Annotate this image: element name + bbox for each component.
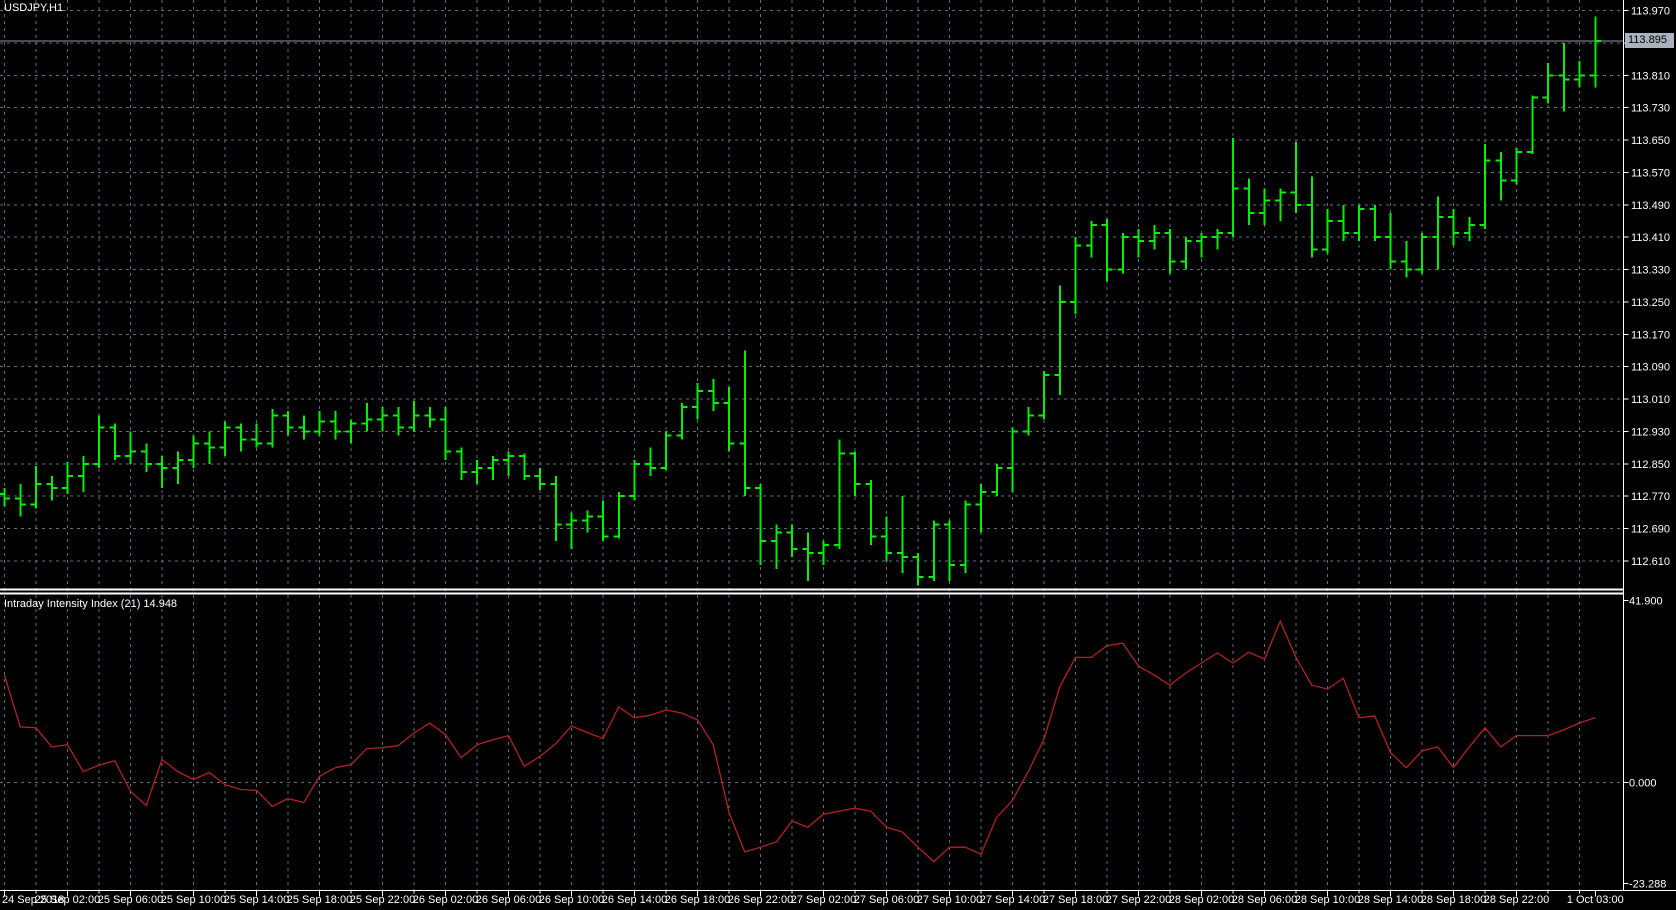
time-axis-label: 25 Sep 10:00 [161,894,226,906]
time-axis-label: 27 Sep 14:00 [980,894,1045,906]
time-axis-label: 27 Sep 02:00 [791,894,856,906]
time-axis-label: 26 Sep 06:00 [476,894,541,906]
time-axis-label: 27 Sep 18:00 [1043,894,1108,906]
time-axis-label: 26 Sep 18:00 [665,894,730,906]
time-axis-label: 26 Sep 10:00 [539,894,604,906]
indicator-axis-label: 41.900 [1629,595,1663,607]
time-axis-label: 28 Sep 02:00 [1169,894,1234,906]
time-axis-label: 24 Sep 2018 [2,894,64,906]
price-axis-label: 113.330 [1631,265,1670,277]
grid [0,0,1624,891]
time-axis-label: 28 Sep 10:00 [1295,894,1360,906]
price-axis-label: 113.970 [1631,6,1670,18]
time-axis-label: 27 Sep 22:00 [1106,894,1171,906]
time-axis-label: 25 Sep 14:00 [224,894,289,906]
pane-separator[interactable] [0,588,1624,595]
bid-price-badge: 113.895 [1625,33,1674,48]
price-axis-label: 113.490 [1631,200,1670,212]
time-axis-label: 26 Sep 14:00 [602,894,667,906]
price-axis-label: 113.010 [1631,394,1670,406]
price-axis-label: 112.770 [1631,491,1670,503]
time-axis-label: 28 Sep 06:00 [1232,894,1297,906]
price-axis-label: 113.810 [1631,70,1670,82]
price-axis-label: 113.250 [1631,297,1670,309]
time-axis-label: 28 Sep 14:00 [1358,894,1423,906]
time-axis-label: 28 Sep 18:00 [1421,894,1486,906]
time-axis-label: 27 Sep 06:00 [854,894,919,906]
time-axis-label: 25 Sep 22:00 [350,894,415,906]
time-axis-label: 25 Sep 06:00 [98,894,163,906]
axis-labels: 113.970113.890113.810113.730113.650113.5… [2,6,1670,907]
time-axis-label: 25 Sep 02:00 [35,894,100,906]
indicator-label: Intraday Intensity Index (21) 14.948 [4,598,178,610]
time-axis-label: 28 Sep 22:00 [1484,894,1549,906]
ohlc-bars [0,16,1601,586]
price-axis-label: 112.850 [1631,459,1670,471]
price-axis-label: 112.930 [1631,426,1670,438]
price-axis-label: 112.690 [1631,524,1670,536]
price-axis-label: 113.650 [1631,135,1670,147]
price-axis-label: 113.410 [1631,232,1670,244]
price-axis-label: 113.170 [1631,329,1670,341]
price-axis-label: 113.090 [1631,362,1670,374]
indicator-axis-label: 0.000 [1629,778,1657,790]
time-axis-label: 25 Sep 18:00 [287,894,352,906]
indicator-line [3,619,1596,863]
time-axis-label: 26 Sep 02:00 [413,894,478,906]
price-axis-label: 113.730 [1631,103,1670,115]
price-axis-label: 112.610 [1631,556,1670,568]
time-axis-label: 26 Sep 22:00 [728,894,793,906]
time-axis-label: 1 Oct 03:00 [1567,894,1624,906]
symbol-timeframe-label: USDJPY,H1 [4,2,64,14]
indicator-axis-label: -23.288 [1629,879,1666,891]
price-axis-label: 113.570 [1631,167,1670,179]
time-axis-label: 27 Sep 10:00 [917,894,982,906]
